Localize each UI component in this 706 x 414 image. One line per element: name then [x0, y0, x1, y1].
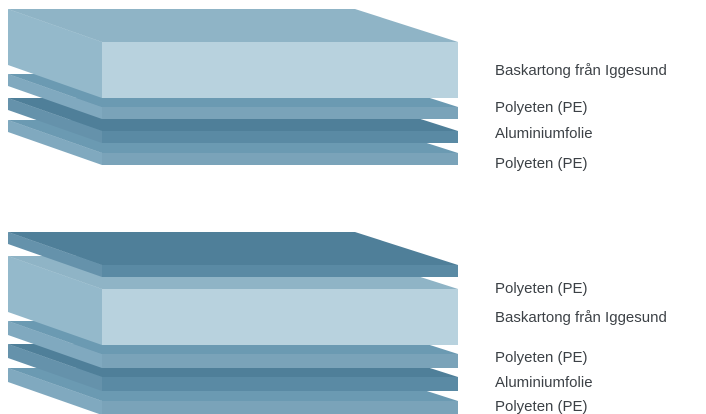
stack2-label-baskartong: Baskartong från Iggesund: [495, 309, 667, 326]
stack1-label-polyeten-upper: Polyeten (PE): [495, 99, 588, 116]
stack2-label-aluminiumfolie: Aluminiumfolie: [495, 374, 593, 391]
stack1-label-aluminiumfolie: Aluminiumfolie: [495, 125, 593, 142]
stack1-label-baskartong: Baskartong från Iggesund: [495, 62, 667, 79]
stack1-layer-baskartong: [8, 9, 458, 98]
stack2-label-polyeten-top: Polyeten (PE): [495, 280, 588, 297]
stack2-layer-polyeten-top: [8, 232, 458, 277]
stack2-label-polyeten-middle: Polyeten (PE): [495, 349, 588, 366]
stack2-label-polyeten-bottom: Polyeten (PE): [495, 398, 588, 414]
stack1-label-polyeten-lower: Polyeten (PE): [495, 155, 588, 172]
